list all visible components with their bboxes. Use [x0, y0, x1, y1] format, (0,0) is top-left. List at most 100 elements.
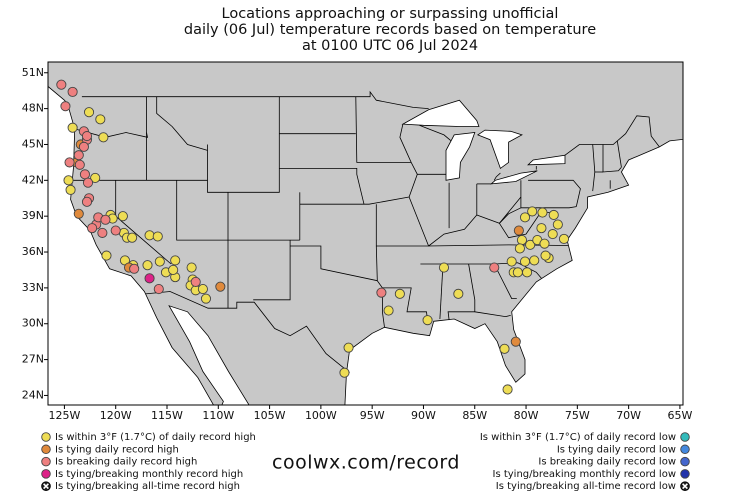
lake [445, 132, 476, 181]
marker-group [539, 238, 550, 249]
marker-group [144, 273, 155, 284]
border [355, 96, 412, 163]
marker-group [680, 444, 690, 455]
station-point [98, 132, 109, 143]
marker-group [98, 132, 109, 143]
station-point [513, 225, 524, 236]
station-point [537, 207, 548, 218]
lake [401, 99, 480, 127]
marker-group [537, 207, 548, 218]
y-tick-label: 42N [22, 173, 44, 186]
marker-group [383, 305, 394, 316]
x-tick-label: 85W [462, 409, 487, 422]
station-point [67, 122, 78, 133]
marker-group [558, 233, 570, 244]
marker-group [186, 262, 197, 273]
marker-group [60, 101, 71, 112]
y-tick-label: 36N [22, 245, 44, 258]
marker-group [502, 384, 513, 395]
marker-group [67, 86, 78, 97]
station-point [519, 212, 531, 223]
marker-group [394, 288, 405, 299]
marker-group [41, 456, 51, 467]
marker-group [422, 315, 433, 326]
legend-swatch [680, 456, 690, 467]
station-point [512, 267, 523, 278]
marker-group [65, 184, 76, 195]
marker-group [87, 223, 98, 234]
y-tick-label: 45N [22, 137, 44, 150]
marker-group [343, 342, 354, 353]
y-tick-label: 27N [22, 353, 44, 366]
border [474, 311, 511, 318]
station-point [422, 315, 433, 326]
marker-group [41, 432, 51, 442]
legend-label: Is tying daily record high [55, 444, 179, 455]
legend-swatch [41, 444, 51, 455]
marker-group [144, 230, 155, 241]
marker-group [110, 225, 121, 236]
marker-group [170, 255, 181, 266]
marker-group [489, 262, 500, 273]
legend-label: Is within 3°F (1.7°C) of daily record hi… [55, 432, 256, 443]
marker-group [142, 260, 153, 271]
marker-group [513, 225, 524, 236]
legend-swatch [680, 432, 690, 442]
marker-group [41, 444, 51, 455]
station-point [82, 177, 94, 188]
marker-group [100, 214, 111, 225]
station-point [200, 293, 212, 304]
marker-group [127, 232, 138, 243]
border [145, 291, 350, 374]
station-point [81, 196, 93, 207]
station-point [144, 230, 155, 241]
border [493, 172, 501, 181]
x-tick-label: 80W [514, 409, 539, 422]
lake [476, 129, 523, 170]
marker-group [129, 263, 140, 274]
border [439, 263, 444, 320]
marker-group [117, 211, 128, 222]
map-frame [47, 61, 684, 406]
legend-label: Is breaking daily record high [55, 457, 197, 468]
marker-group [190, 276, 201, 287]
station-point [525, 239, 536, 250]
border [176, 180, 300, 241]
marker-group [529, 255, 540, 266]
station-point [499, 343, 510, 354]
station-point [87, 223, 98, 234]
marker-group [438, 262, 450, 273]
station-point [190, 276, 201, 287]
border [156, 96, 208, 151]
station-point [101, 250, 112, 261]
marker-group [680, 432, 690, 442]
marker-group [527, 206, 538, 217]
marker-group [101, 250, 112, 261]
station-point [376, 287, 387, 298]
station-point [56, 79, 67, 90]
marker-group [200, 293, 212, 304]
station-point [79, 169, 90, 180]
station-point [64, 157, 75, 168]
station-point [60, 101, 71, 112]
marker-group [519, 256, 531, 267]
border [493, 263, 517, 300]
marker-group [339, 367, 350, 378]
marker-group [78, 141, 89, 152]
border [290, 245, 378, 282]
marker-group [67, 122, 78, 133]
station-point [529, 255, 540, 266]
border [616, 140, 622, 168]
map-area [48, 62, 683, 405]
marker-group [547, 229, 558, 240]
border [253, 240, 291, 301]
y-tick-label: 48N [22, 102, 44, 115]
title-line: at 0100 UTC 06 Jul 2024 [302, 38, 478, 54]
station-point [516, 235, 527, 246]
marker-group [453, 288, 464, 299]
marker-group [97, 227, 108, 238]
marker-group [73, 150, 84, 161]
station-point [547, 229, 558, 240]
station-point [144, 273, 155, 284]
